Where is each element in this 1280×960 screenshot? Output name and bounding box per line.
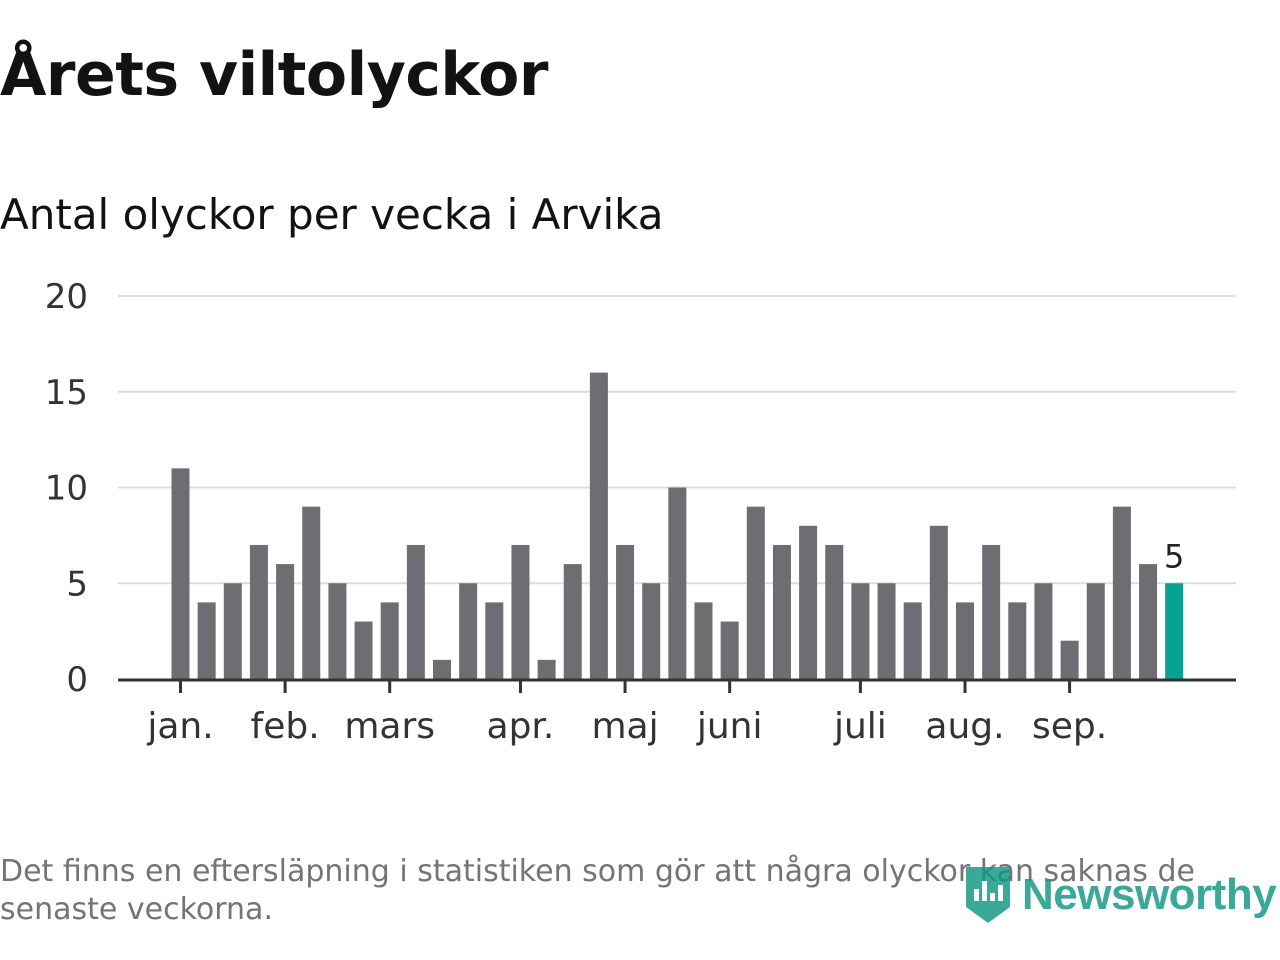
x-tick-label: juni: [696, 706, 763, 747]
bar: [249, 544, 268, 679]
bar: [223, 583, 242, 679]
newsworthy-logo-text: Newsworthy: [1022, 870, 1277, 919]
bar: [171, 468, 190, 679]
bar: [1112, 506, 1131, 679]
bar: [302, 506, 321, 679]
last-value-label: 5: [1164, 537, 1184, 575]
newsworthy-logo: Newsworthy: [962, 862, 1277, 928]
bar: [1060, 640, 1079, 679]
bar-chart: 0 5 10 15 20 jan. feb. mars apr. maj juni juli aug. s…: [45, 277, 1236, 747]
bar: [746, 506, 765, 679]
bar: [982, 544, 1001, 679]
bar: [642, 583, 661, 679]
bar: [589, 372, 608, 679]
y-tick-label: 10: [45, 469, 88, 509]
bar: [328, 583, 347, 679]
bar: [956, 602, 974, 679]
y-tick-label: 5: [66, 564, 88, 604]
bar: [668, 487, 687, 679]
bar: [825, 544, 844, 679]
bar: [433, 659, 451, 679]
bar: [197, 602, 216, 679]
x-tick-label: mars: [344, 706, 435, 747]
bar: [537, 659, 556, 679]
y-tick-label: 20: [45, 277, 88, 317]
bar: [1034, 583, 1053, 679]
bar: [772, 544, 791, 679]
bar: [877, 583, 896, 679]
bar: [799, 525, 818, 679]
x-tick-label: sep.: [1032, 706, 1107, 747]
y-tick-label: 0: [66, 660, 88, 700]
bar: [720, 621, 739, 679]
bar: [929, 525, 948, 679]
bar: [1086, 583, 1105, 679]
bar: [616, 544, 635, 679]
chart-title: Årets viltolyckor: [0, 40, 549, 110]
x-tick-label: maj: [591, 706, 658, 747]
x-tick-label: juli: [833, 706, 887, 747]
x-tick-label: apr.: [487, 706, 555, 747]
bar: [903, 602, 922, 679]
bar: [485, 602, 504, 679]
bar: [563, 564, 582, 679]
bar: [276, 564, 295, 679]
x-tick-label: feb.: [251, 706, 320, 747]
bar: [851, 583, 870, 679]
bar: [406, 544, 425, 679]
y-tick-label: 15: [45, 373, 88, 413]
bar: [694, 602, 713, 679]
x-tick-label: jan.: [146, 706, 213, 747]
bar: [1008, 602, 1027, 679]
bar: [380, 602, 399, 679]
bar: [354, 621, 373, 679]
x-tick-label: aug.: [925, 706, 1004, 747]
bar: [1139, 564, 1158, 679]
newsworthy-logo-icon: [966, 867, 1010, 923]
bar: [459, 583, 478, 679]
bar-current-week: [1165, 583, 1184, 679]
chart-subtitle: Antal olyckor per vecka i Arvika: [0, 190, 664, 239]
bar: [511, 544, 530, 679]
